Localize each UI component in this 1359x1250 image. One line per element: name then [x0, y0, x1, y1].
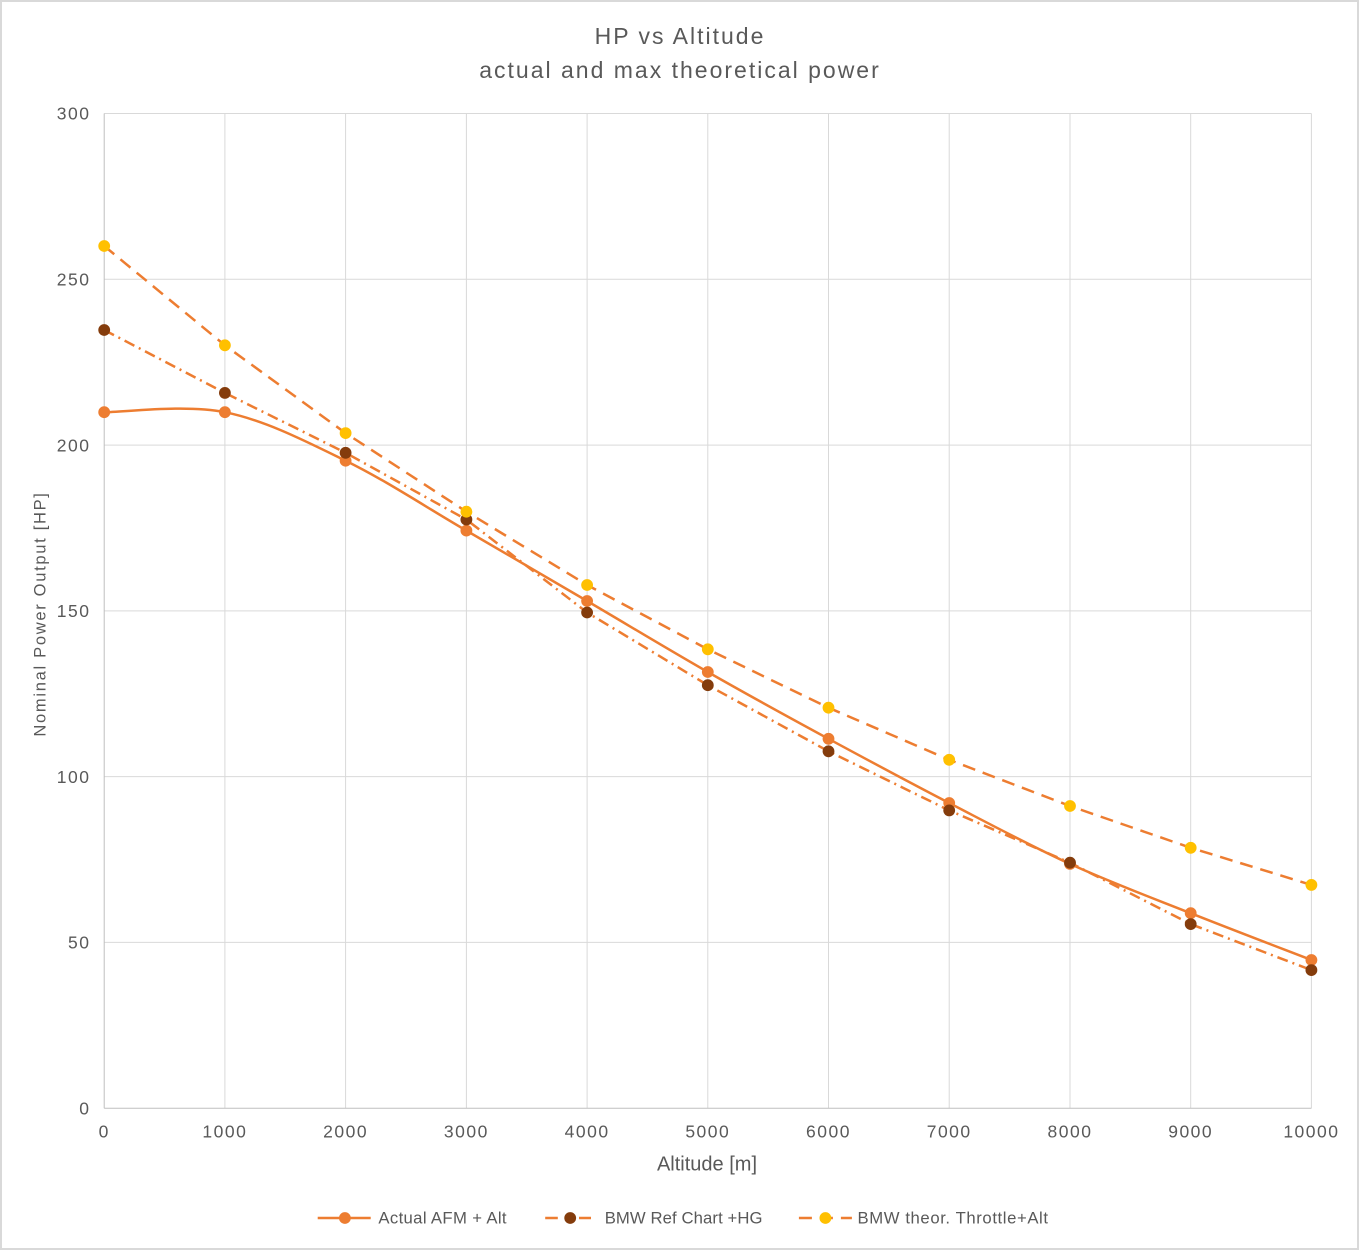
svg-text:8000: 8000: [1048, 1122, 1093, 1142]
svg-text:HP vs Altitude: HP vs Altitude: [595, 23, 766, 49]
svg-text:5000: 5000: [685, 1122, 730, 1142]
svg-text:300: 300: [57, 104, 91, 124]
svg-text:1000: 1000: [202, 1122, 247, 1142]
svg-text:250: 250: [57, 270, 91, 290]
svg-text:100: 100: [57, 767, 91, 787]
svg-text:BMW theor. Throttle+Alt: BMW theor. Throttle+Alt: [858, 1209, 1049, 1228]
svg-text:6000: 6000: [806, 1122, 851, 1142]
svg-text:3000: 3000: [444, 1122, 489, 1142]
svg-text:Actual AFM + Alt: Actual AFM + Alt: [378, 1209, 507, 1228]
svg-text:10000: 10000: [1283, 1122, 1339, 1142]
svg-text:150: 150: [57, 601, 91, 621]
svg-text:50: 50: [68, 933, 90, 953]
svg-text:4000: 4000: [565, 1122, 610, 1142]
svg-text:Nominal Power Output [HP]: Nominal Power Output [HP]: [32, 491, 50, 736]
svg-text:7000: 7000: [927, 1122, 972, 1142]
svg-text:Altitude [m]: Altitude [m]: [657, 1154, 757, 1176]
svg-text:actual and max theoretical pow: actual and max theoretical power: [479, 57, 881, 83]
svg-text:0: 0: [99, 1122, 110, 1142]
svg-text:BMW Ref Chart +HG: BMW Ref Chart +HG: [605, 1209, 763, 1228]
svg-text:9000: 9000: [1168, 1122, 1213, 1142]
svg-text:0: 0: [79, 1098, 90, 1118]
svg-text:200: 200: [57, 435, 91, 455]
svg-text:2000: 2000: [323, 1122, 368, 1142]
